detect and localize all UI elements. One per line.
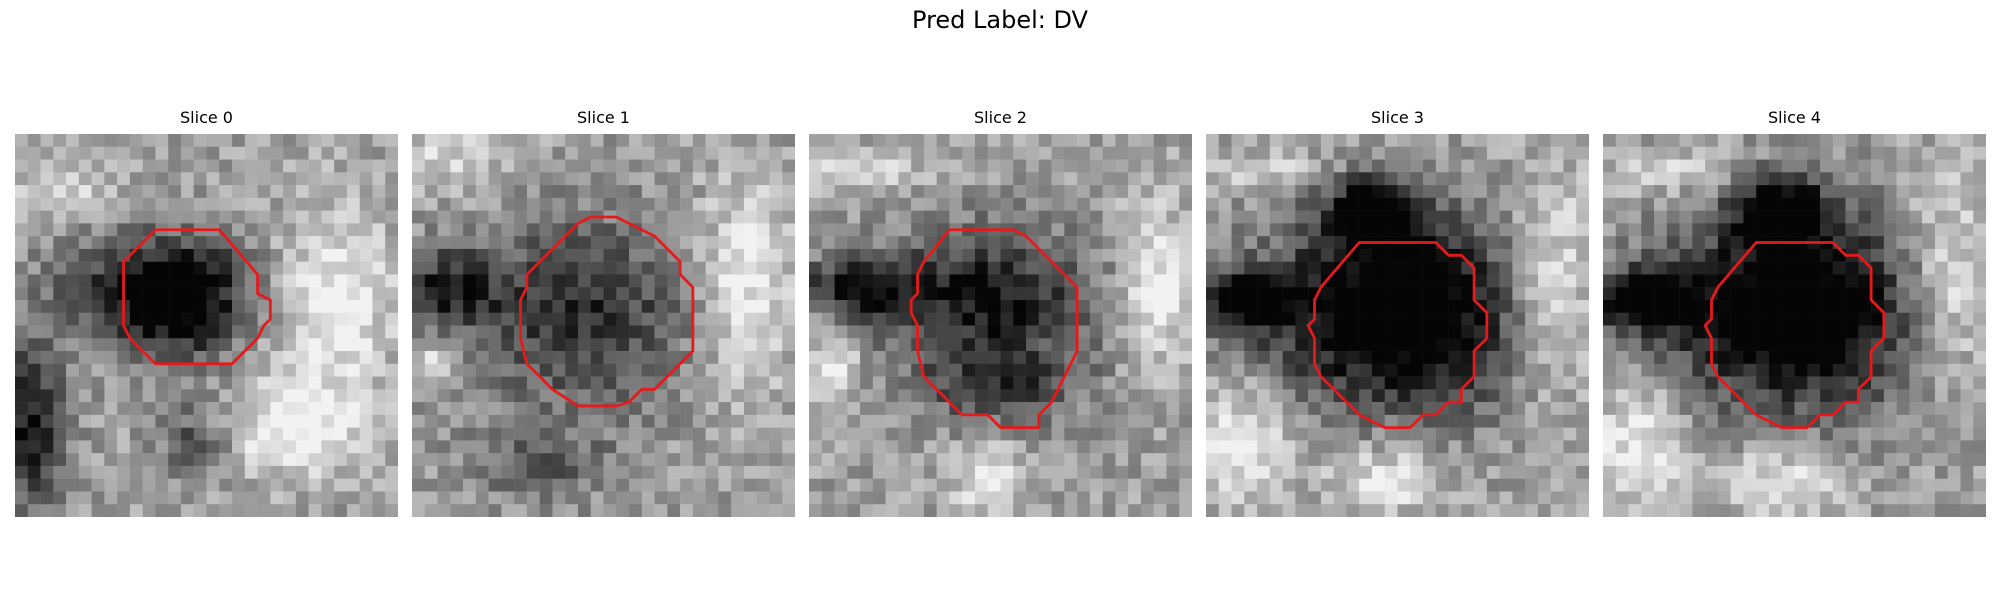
slice-image-3 [1206,134,1589,517]
slice-title-0: Slice 0 [180,108,233,127]
prediction-contour [519,215,695,408]
slice-image-0 [15,134,398,517]
slice-image-2 [809,134,1192,517]
prediction-contour [909,228,1079,430]
slice-title-3: Slice 3 [1371,108,1424,127]
slice-pixels [15,134,398,517]
slice-pixels [1206,134,1589,517]
prediction-contour [1703,241,1886,430]
slice-image-1 [412,134,795,517]
slice-image-4 [1603,134,1986,517]
figure-title: Pred Label: DV [912,6,1088,34]
slice-title-2: Slice 2 [974,108,1027,127]
slice-title-1: Slice 1 [577,108,630,127]
prediction-contour [1306,241,1489,430]
slice-pixels [1603,134,1986,517]
prediction-contour [122,228,272,366]
slice-title-4: Slice 4 [1768,108,1821,127]
slice-pixels [412,134,795,517]
slice-pixels [809,134,1192,517]
